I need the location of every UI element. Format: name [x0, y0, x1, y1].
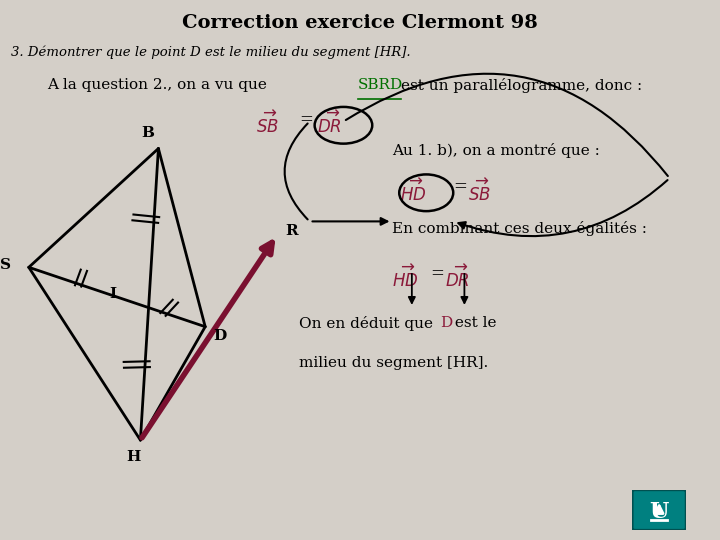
Text: 3. Démontrer que le point D est le milieu du segment [HR].: 3. Démontrer que le point D est le milie… — [11, 46, 410, 59]
Text: milieu du segment [HR].: milieu du segment [HR]. — [299, 356, 488, 370]
Text: D: D — [213, 329, 226, 343]
Text: D: D — [441, 316, 453, 330]
Text: $\overrightarrow{HD}$: $\overrightarrow{HD}$ — [392, 265, 419, 291]
Text: En combinant ces deux égalités :: En combinant ces deux égalités : — [392, 221, 647, 237]
Text: =: = — [299, 111, 312, 127]
Text: Correction exercice Clermont 98: Correction exercice Clermont 98 — [182, 14, 538, 31]
Text: H: H — [126, 450, 140, 464]
Text: =: = — [454, 178, 467, 195]
Text: Au 1. b), on a montré que :: Au 1. b), on a montré que : — [392, 143, 600, 158]
Text: $\overrightarrow{DR}$: $\overrightarrow{DR}$ — [445, 265, 469, 291]
Text: est un parallélogramme, donc :: est un parallélogramme, donc : — [401, 78, 642, 93]
Text: $\overrightarrow{SB}$: $\overrightarrow{SB}$ — [256, 111, 279, 137]
FancyBboxPatch shape — [632, 490, 686, 530]
Text: est le: est le — [450, 316, 497, 330]
Text: A la question 2., on a vu que: A la question 2., on a vu que — [47, 78, 271, 92]
Text: =: = — [431, 265, 444, 281]
Text: U: U — [649, 501, 669, 523]
Text: $\overrightarrow{DR}$: $\overrightarrow{DR}$ — [317, 111, 341, 137]
Text: B: B — [141, 126, 154, 140]
Text: $\overrightarrow{HD}$: $\overrightarrow{HD}$ — [400, 178, 426, 205]
Text: I: I — [109, 287, 117, 301]
Text: R: R — [285, 224, 298, 238]
Text: S: S — [0, 258, 12, 272]
Text: $\overrightarrow{SB}$: $\overrightarrow{SB}$ — [468, 178, 491, 205]
Text: On en déduit que: On en déduit que — [299, 316, 438, 331]
Text: SBRD: SBRD — [358, 78, 403, 92]
